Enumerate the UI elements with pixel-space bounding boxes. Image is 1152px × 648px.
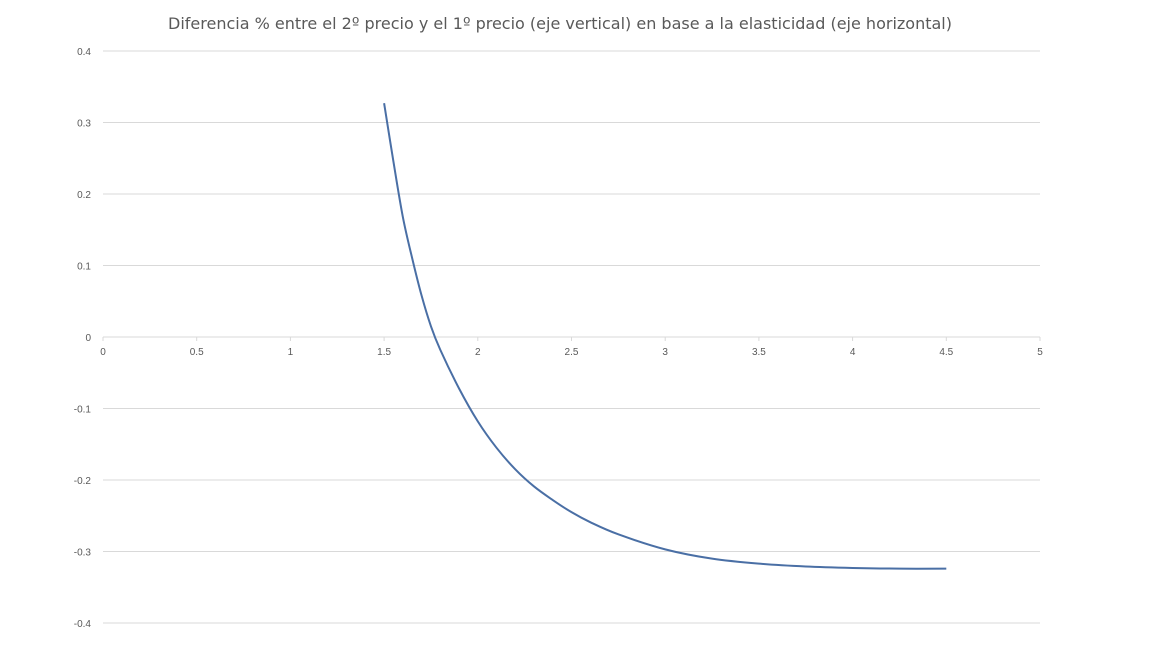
y-tick-label: 0.4 xyxy=(77,47,91,58)
x-tick-label: 4 xyxy=(850,347,856,358)
x-axis-tick-labels: 0 0.5 1 1.5 2 2.5 3 3.5 4 4.5 5 xyxy=(100,347,1043,358)
y-axis-tick-labels: 0.4 0.3 0.2 0.1 0 -0.1 -0.2 -0.3 -0.4 xyxy=(74,47,92,630)
x-tick-label: 3 xyxy=(662,347,668,358)
x-tick-label: 2 xyxy=(475,347,481,358)
x-tick-label: 5 xyxy=(1037,347,1043,358)
x-axis xyxy=(102,336,1041,341)
y-tick-label: 0.2 xyxy=(77,190,91,201)
y-tick-label: -0.3 xyxy=(74,548,92,559)
x-tick-label: 0 xyxy=(100,347,106,358)
y-tick-label: 0 xyxy=(85,333,91,344)
chart-title: Diferencia % entre el 2º precio y el 1º … xyxy=(168,14,952,33)
y-tick-label: 0.1 xyxy=(77,262,91,273)
y-tick-label: -0.2 xyxy=(74,476,92,487)
y-tick-label: -0.1 xyxy=(74,405,92,416)
x-tick-label: 0.5 xyxy=(190,347,204,358)
x-tick-label: 1 xyxy=(288,347,294,358)
x-tick-label: 1.5 xyxy=(377,347,391,358)
x-tick-label: 4.5 xyxy=(939,347,953,358)
gridlines xyxy=(103,50,1040,624)
y-tick-label: 0.3 xyxy=(77,119,91,130)
series-line xyxy=(383,103,947,570)
series-layer xyxy=(383,103,947,570)
x-tick-label: 3.5 xyxy=(752,347,766,358)
x-tick-label: 2.5 xyxy=(565,347,579,358)
y-tick-label: -0.4 xyxy=(74,619,92,630)
